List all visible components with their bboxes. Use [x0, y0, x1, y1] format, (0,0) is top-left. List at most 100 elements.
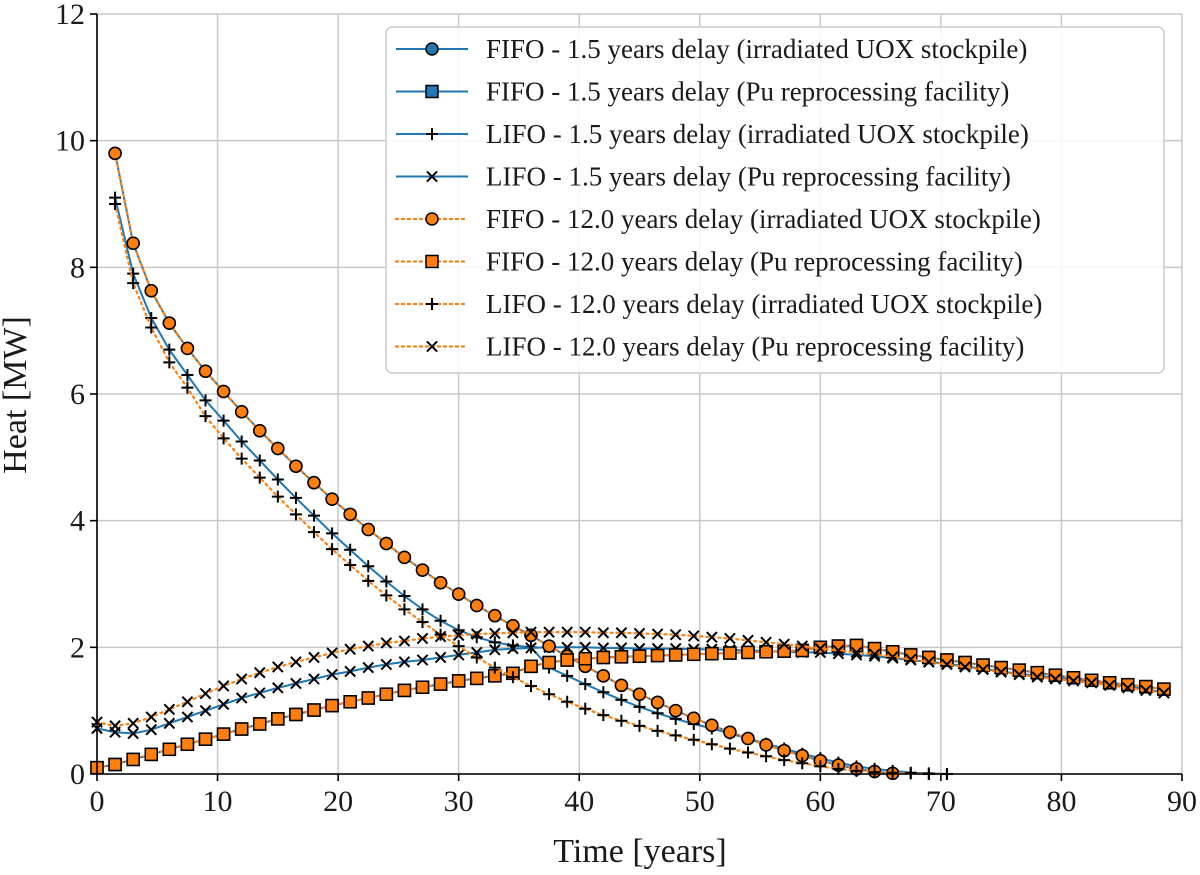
series-line — [95, 644, 1166, 769]
data-point — [760, 636, 772, 649]
legend-label: FIFO - 12.0 years delay (irradiated UOX … — [486, 204, 1041, 234]
legend-label: LIFO - 12.0 years delay (Pu reprocessing… — [486, 332, 1024, 362]
series-7 — [109, 198, 953, 780]
data-point — [325, 492, 339, 506]
data-point — [307, 475, 321, 490]
data-point — [362, 560, 375, 573]
data-point — [561, 695, 574, 708]
y-tick-label: 12 — [55, 0, 85, 31]
data-point — [651, 628, 664, 640]
data-point — [543, 626, 555, 638]
data-point — [723, 742, 736, 755]
x-tick-label: 80 — [1046, 785, 1076, 818]
data-point — [995, 666, 1007, 678]
data-point — [1158, 687, 1170, 699]
data-point — [308, 673, 320, 685]
data-point — [253, 423, 267, 438]
data-point — [452, 629, 465, 642]
data-point — [272, 682, 284, 694]
data-point — [705, 646, 719, 661]
data-point — [271, 473, 284, 486]
data-point — [344, 665, 356, 678]
data-point — [234, 722, 249, 736]
data-point — [216, 727, 231, 741]
data-point — [651, 724, 664, 737]
data-point — [614, 678, 629, 693]
data-point — [108, 757, 122, 772]
legend-marker — [425, 42, 439, 56]
data-point — [307, 703, 321, 717]
data-point — [362, 661, 375, 674]
data-point — [180, 341, 195, 356]
data-point — [145, 321, 158, 334]
data-point — [362, 574, 375, 587]
legend-box — [385, 26, 1165, 374]
legend-marker — [425, 254, 439, 269]
data-point — [632, 687, 647, 701]
x-tick-label: 50 — [685, 785, 715, 818]
series-layer — [90, 146, 1171, 781]
data-point — [235, 435, 248, 448]
data-point — [868, 766, 881, 779]
data-point — [488, 661, 501, 674]
data-point — [1121, 682, 1134, 694]
data-point — [452, 640, 465, 653]
legend-label: FIFO - 1.5 years delay (irradiated UOX s… — [486, 34, 1027, 64]
data-point — [379, 536, 394, 551]
data-point — [181, 711, 194, 723]
data-point — [977, 663, 989, 676]
data-point — [1102, 676, 1117, 690]
data-point — [669, 729, 682, 742]
legend-marker — [426, 170, 438, 183]
data-point — [507, 642, 519, 655]
data-point — [597, 626, 610, 639]
legend-marker — [426, 298, 438, 310]
data-point — [596, 650, 611, 665]
data-point — [308, 526, 320, 539]
data-point — [217, 680, 230, 692]
data-point — [850, 646, 863, 659]
data-point — [344, 543, 357, 556]
data-point — [633, 719, 646, 732]
data-point — [741, 731, 755, 746]
data-point — [687, 733, 700, 746]
data-point — [451, 674, 466, 688]
data-point — [614, 650, 629, 664]
data-point — [271, 490, 284, 503]
data-point — [488, 636, 501, 649]
data-point — [272, 661, 284, 673]
data-point — [542, 655, 556, 670]
data-point — [868, 648, 881, 661]
data-point — [145, 723, 158, 736]
data-point — [398, 656, 411, 668]
data-point — [615, 693, 628, 706]
y-tick-label: 10 — [55, 125, 85, 158]
data-point — [1084, 673, 1099, 688]
x-tick-label: 20 — [323, 785, 353, 818]
data-point — [362, 640, 375, 652]
data-point — [723, 646, 737, 660]
data-point — [416, 616, 429, 628]
data-point — [832, 762, 845, 775]
data-point — [326, 647, 338, 659]
data-point — [706, 631, 718, 644]
data-point — [289, 508, 302, 521]
legend-item: FIFO - 1.5 years delay (irradiated UOX s… — [396, 34, 1027, 64]
data-point — [145, 711, 158, 723]
legend-marker — [425, 212, 439, 226]
data-point — [795, 643, 809, 658]
x-tick-label: 0 — [90, 785, 105, 818]
data-point — [650, 648, 665, 663]
data-point — [886, 766, 899, 779]
legend-item: LIFO - 1.5 years delay (Pu reprocessing … — [396, 162, 1011, 192]
x-tick-label: 60 — [805, 785, 835, 818]
legend-item: LIFO - 1.5 years delay (irradiated UOX s… — [396, 119, 1029, 149]
data-point — [633, 627, 646, 640]
data-point — [922, 650, 936, 665]
data-point — [470, 671, 484, 686]
data-point — [181, 381, 194, 394]
data-point — [397, 550, 412, 565]
data-point — [579, 641, 592, 654]
